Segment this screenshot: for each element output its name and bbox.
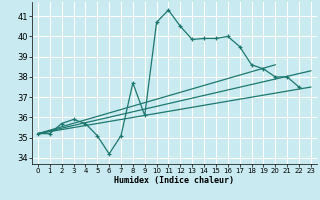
X-axis label: Humidex (Indice chaleur): Humidex (Indice chaleur) bbox=[115, 176, 234, 185]
